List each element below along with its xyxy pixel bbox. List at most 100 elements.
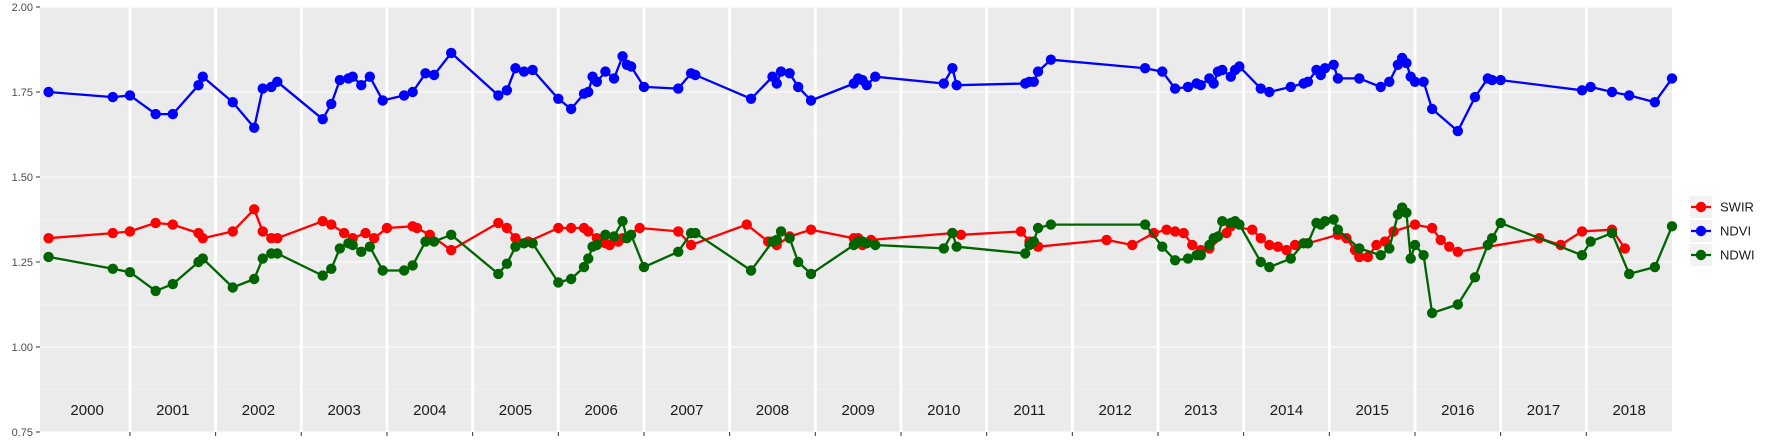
swir-point xyxy=(360,227,371,239)
swir-point xyxy=(1619,243,1631,254)
ndvi-point xyxy=(1409,76,1421,88)
ndwi-point xyxy=(272,248,283,259)
ndwi-point xyxy=(608,231,620,242)
ndwi-point xyxy=(428,236,440,247)
ndwi-point xyxy=(625,229,637,240)
ndwi-point xyxy=(1032,222,1044,234)
ndvi-point xyxy=(1332,73,1344,84)
ndwi-point xyxy=(600,229,611,240)
ndvi-point xyxy=(805,95,817,106)
ndvi-point xyxy=(745,93,757,105)
ndvi-point xyxy=(792,81,804,93)
ndwi-point xyxy=(446,229,457,240)
swir-point xyxy=(317,216,328,227)
ndvi-point xyxy=(625,61,637,72)
ndvi-point xyxy=(1495,74,1506,86)
year-label: 2014 xyxy=(1270,402,1303,419)
ndwi-point xyxy=(167,278,178,290)
swir-point xyxy=(1015,226,1027,237)
year-label: 2008 xyxy=(756,402,789,419)
y-tick-label: 2.00 xyxy=(12,2,33,14)
ndwi-point xyxy=(938,243,950,254)
ndwi-point xyxy=(617,216,628,227)
ndvi-point xyxy=(1169,83,1181,94)
ndwi-point xyxy=(565,273,577,285)
ndwi-point xyxy=(326,263,337,274)
ndwi-point xyxy=(124,267,136,278)
ndwi-point xyxy=(1405,253,1416,264)
ndwi-point xyxy=(1328,214,1339,225)
ndwi-point xyxy=(1028,236,1039,247)
ndvi-point xyxy=(1606,86,1618,98)
swir-point xyxy=(1426,222,1438,234)
swir-point xyxy=(1289,239,1301,251)
ndvi-point xyxy=(1255,83,1266,94)
swir-point xyxy=(583,226,594,237)
ndwi-point xyxy=(334,243,346,254)
ndvi-point xyxy=(364,71,376,82)
swir-point xyxy=(150,217,161,229)
swir-point xyxy=(1187,239,1198,251)
ndvi-point xyxy=(518,66,530,77)
ndvi-point xyxy=(1139,62,1151,74)
ndvi-point xyxy=(771,78,782,89)
swir-point xyxy=(1127,239,1138,251)
ndvi-point xyxy=(197,71,208,82)
swir-point xyxy=(634,222,645,234)
ndvi-point xyxy=(1384,76,1395,88)
ndwi-point xyxy=(527,238,538,249)
ndvi-point xyxy=(43,86,54,98)
swir-point xyxy=(955,229,967,240)
swir-point xyxy=(411,222,423,234)
legend-key-point-ndvi xyxy=(1695,225,1707,237)
ndwi-point xyxy=(745,265,757,276)
ndwi-point xyxy=(951,241,962,252)
year-label: 2000 xyxy=(70,402,103,419)
ndvi-point xyxy=(248,122,260,133)
grid-lines xyxy=(40,6,1672,433)
ndvi-point xyxy=(317,114,328,125)
swir-point xyxy=(1161,224,1172,235)
swir-point xyxy=(604,239,615,251)
ndwi-point xyxy=(1606,227,1618,239)
ndwi-point xyxy=(638,261,650,273)
swir-point xyxy=(1362,251,1374,263)
ndvi-point xyxy=(501,85,513,96)
ndvi-point xyxy=(150,108,161,120)
swir-point xyxy=(1169,226,1181,237)
ndwi-point xyxy=(1623,268,1635,280)
ndwi-point xyxy=(1045,219,1057,230)
year-label: 2006 xyxy=(584,402,617,419)
ndwi-point xyxy=(1649,261,1661,273)
ndvi-point xyxy=(1666,73,1678,84)
ndvi-point xyxy=(1208,78,1219,89)
ndwi-point xyxy=(510,241,521,252)
legend-label-swir: SWIR xyxy=(1720,200,1754,215)
ndvi-point xyxy=(938,78,950,89)
legend-key-point-swir xyxy=(1695,201,1707,213)
y-tick-label: 0.75 xyxy=(12,427,33,439)
swir-point xyxy=(565,222,577,234)
swir-point xyxy=(107,227,119,239)
ndwi-point xyxy=(1019,248,1031,259)
ndvi-point xyxy=(326,98,337,110)
swir-point xyxy=(805,224,817,235)
y-axis: 0.75 1.00 1.25 1.50 1.75 2.00 xyxy=(12,2,40,439)
swir-point xyxy=(338,227,350,239)
ndwi-point xyxy=(1384,243,1395,254)
swir-point xyxy=(1255,233,1266,244)
ndwi-point xyxy=(1169,255,1181,266)
ndvi-point xyxy=(1195,80,1207,91)
ndvi-point xyxy=(107,91,119,103)
y-tick-label: 1.75 xyxy=(12,87,33,99)
swir-point xyxy=(553,222,564,234)
swir-point xyxy=(1178,227,1189,239)
ndvi-point xyxy=(1028,76,1039,88)
swir-point xyxy=(368,233,380,244)
ndvi-point xyxy=(1234,61,1245,72)
swir-point xyxy=(227,226,238,237)
ndwi-point xyxy=(690,227,701,239)
ndvi-point xyxy=(257,83,268,94)
ndvi-point xyxy=(1452,125,1464,137)
